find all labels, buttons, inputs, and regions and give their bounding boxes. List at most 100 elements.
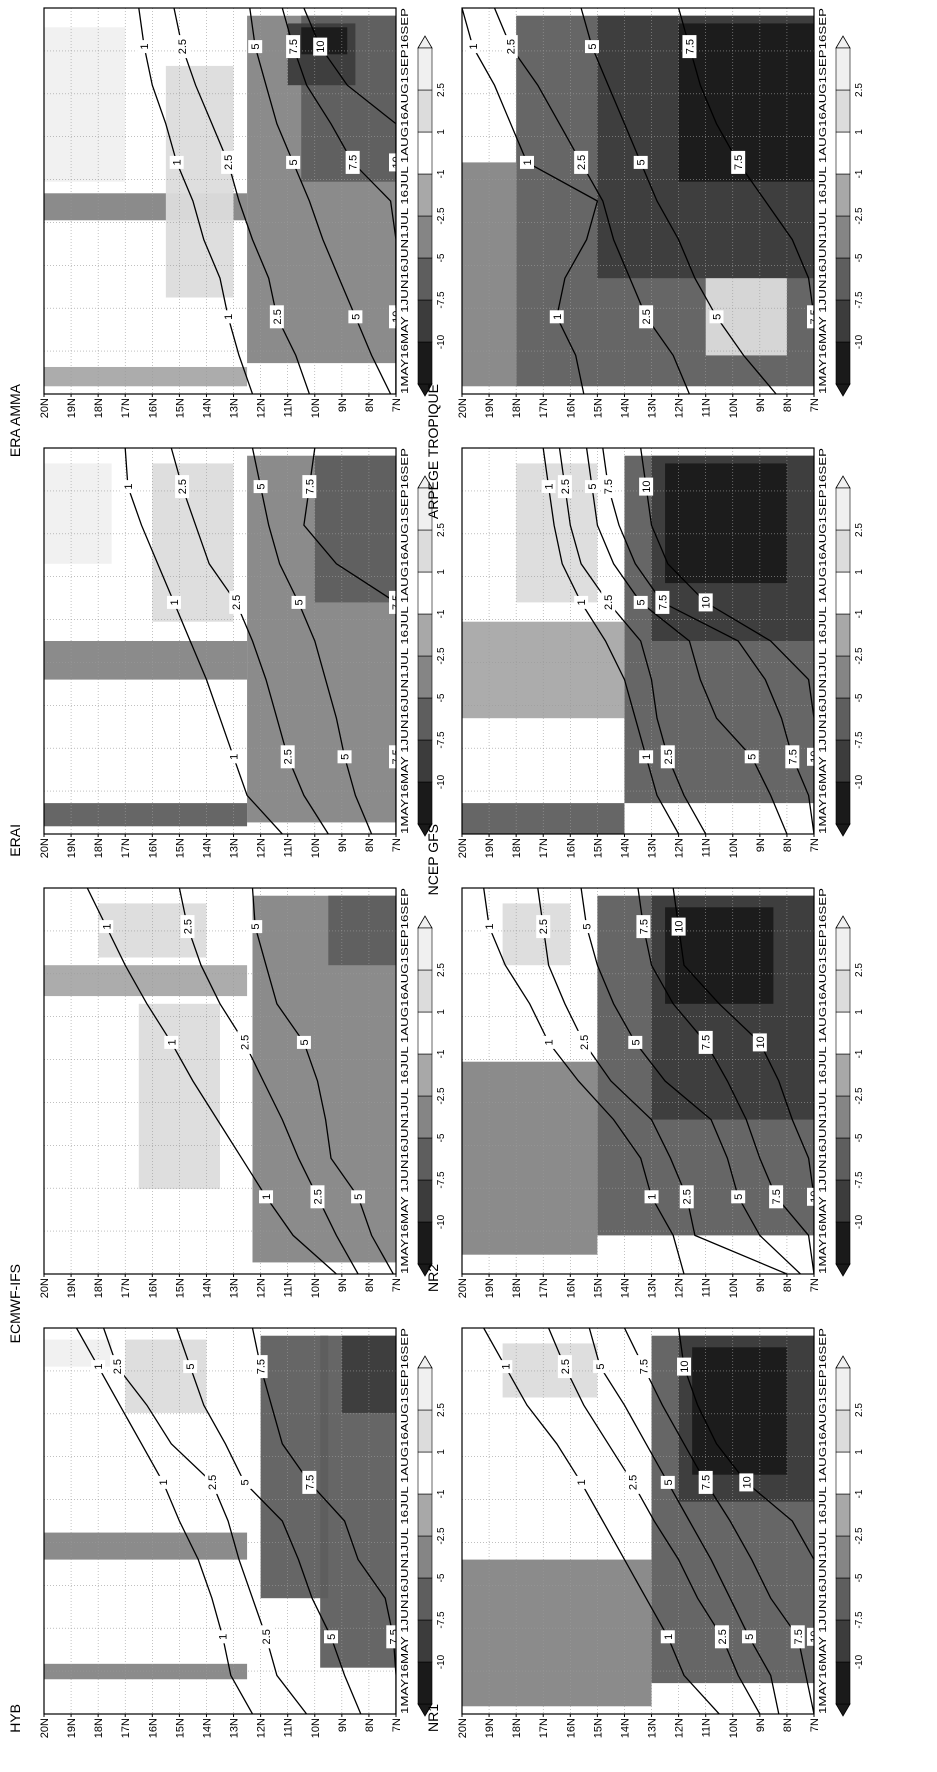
contour-label-box [660, 1475, 675, 1489]
panel-era-amma: 1112.52.52.55557.57.57.51010107N8N9N10N1… [7, 7, 447, 457]
colorbar-label: -10 [436, 1214, 447, 1229]
contour-label-box [549, 310, 564, 324]
shaded-region [44, 803, 248, 827]
y-tick-label: 14N [201, 398, 213, 418]
contour-label: 2.5 [177, 479, 189, 494]
colorbar-label: -1 [854, 609, 865, 618]
contour-label-box [639, 750, 654, 764]
contour-label: 5 [299, 1039, 311, 1045]
contour-label-box [465, 40, 480, 54]
contour-label: 2.5 [628, 1475, 640, 1490]
contour-label-box [253, 1355, 268, 1379]
contour-label-box [807, 1627, 814, 1646]
plot-area: 1 1 1 2.5 2.5 2.5 5 5 5 7.5 7.5 7.5 10 10 10 [462, 1328, 814, 1714]
y-tick-label: 18N [93, 398, 105, 418]
y-tick-label: 9N [337, 398, 349, 412]
x-tick-labels: 1MAY16MAY 1JUN16JUN1JUL 16JUL 1AUG16AUG1… [818, 1328, 829, 1714]
y-tick-label: 17N [538, 1718, 550, 1738]
contour-label: 2.5 [538, 919, 550, 934]
y-tick-label: 8N [364, 398, 376, 412]
contour-line [170, 448, 329, 834]
contour-line [672, 888, 814, 1274]
contour-line [303, 8, 396, 394]
colorbar-swatch [417, 215, 433, 259]
contour-label: 7.5 [288, 39, 300, 54]
y-tick-label: 10N [310, 1278, 322, 1298]
y-tick-label: 11N [701, 1718, 713, 1737]
contour-label-box [639, 305, 654, 329]
colorbar-label: -2.5 [436, 207, 447, 225]
contour-label-box [215, 1630, 230, 1644]
colorbar-swatch [417, 1179, 433, 1223]
colorbar-swatch [417, 1095, 433, 1139]
y-tick-label: 15N [174, 1278, 186, 1298]
contour-line [677, 1328, 814, 1714]
y-tick-label: 12N [674, 838, 686, 858]
shaded-region [44, 1663, 248, 1680]
colorbar-swatch [835, 1409, 851, 1453]
contour-label-box [601, 590, 616, 614]
colorbar-label: -10 [854, 1654, 865, 1669]
colorbar-swatch [417, 781, 433, 825]
y-tick-label: 18N [93, 1718, 105, 1738]
contour-label-box [175, 475, 190, 499]
plot-frame [43, 1327, 397, 1715]
y-tick-label: 20N [39, 1278, 51, 1298]
y-tick-label: 11N [283, 398, 295, 417]
contour-label: 10 [641, 480, 653, 492]
colorbar-label: -7.5 [436, 1171, 447, 1189]
contour-label: 10 [741, 1476, 753, 1488]
contour-label: 7.5 [256, 1359, 268, 1374]
panel-title: ERAI [7, 824, 23, 857]
contour-label: 7.5 [388, 1629, 400, 1644]
contour-label-box [536, 915, 551, 939]
contour-line [251, 448, 373, 834]
contour-label-box [752, 1033, 767, 1052]
contour-label: 10 [809, 1191, 821, 1203]
panel-title: ECMWF-IFS [7, 1264, 23, 1343]
colorbar-swatch [835, 739, 851, 783]
y-tick-label: 9N [337, 838, 349, 852]
contour-label-box [790, 1625, 805, 1649]
contour-label-box [682, 35, 697, 59]
colorbar-arrow [835, 383, 851, 397]
contour-label: 5 [288, 159, 300, 165]
contour-label: 2.5 [576, 155, 588, 170]
y-tick-label: 10N [728, 398, 740, 418]
contour-label-box [698, 1470, 713, 1494]
contour-line [585, 448, 788, 834]
contour-label: 5 [636, 599, 648, 605]
y-tick-label: 16N [565, 398, 577, 418]
contour-label: 5 [582, 924, 594, 930]
y-tick-label: 14N [619, 398, 631, 418]
contour-label-box [280, 745, 295, 769]
y-tick-label: 17N [120, 398, 132, 418]
contour-label-box [286, 155, 301, 169]
contour-label-box [204, 1470, 219, 1494]
colorbar-swatch [417, 173, 433, 217]
colorbar-swatch [835, 1095, 851, 1139]
colorbar-label: -2.5 [436, 1527, 447, 1545]
contour-line [588, 1328, 780, 1714]
colorbar-swatch [835, 613, 851, 657]
contour-label: 2.5 [272, 309, 284, 324]
y-tick-label: 15N [174, 398, 186, 418]
shaded-region [516, 463, 598, 603]
contour-label: 2.5 [207, 1475, 219, 1490]
panel-nr2: 1 1 1 2.5 2.5 2.5 5 5 5 7.5 7.5 7.5 10 10 10 7N 8N 9N 10N 1… [425, 887, 865, 1298]
colorbar-label: 2.5 [436, 1403, 447, 1417]
y-tick-label: 7N [391, 1718, 403, 1732]
plot-area: 1 1 1 2.5 2.5 2.5 5 5 5 7.5 7.5 7.5 10 10 10 [462, 888, 821, 1274]
colorbar-label: -1 [436, 609, 447, 618]
y-tick-label: 18N [511, 1718, 523, 1738]
contour-label-box [248, 40, 263, 54]
contour-label: 2.5 [312, 1189, 324, 1204]
contour-label-box [498, 1360, 513, 1374]
contour-label: 1 [544, 1039, 556, 1045]
colorbar-swatch [417, 1535, 433, 1579]
contour-label: 2.5 [177, 39, 189, 54]
contour-label-box [503, 35, 518, 59]
contour-label-box [229, 590, 244, 614]
contour-label-box [137, 40, 152, 54]
contour-line [178, 888, 359, 1274]
